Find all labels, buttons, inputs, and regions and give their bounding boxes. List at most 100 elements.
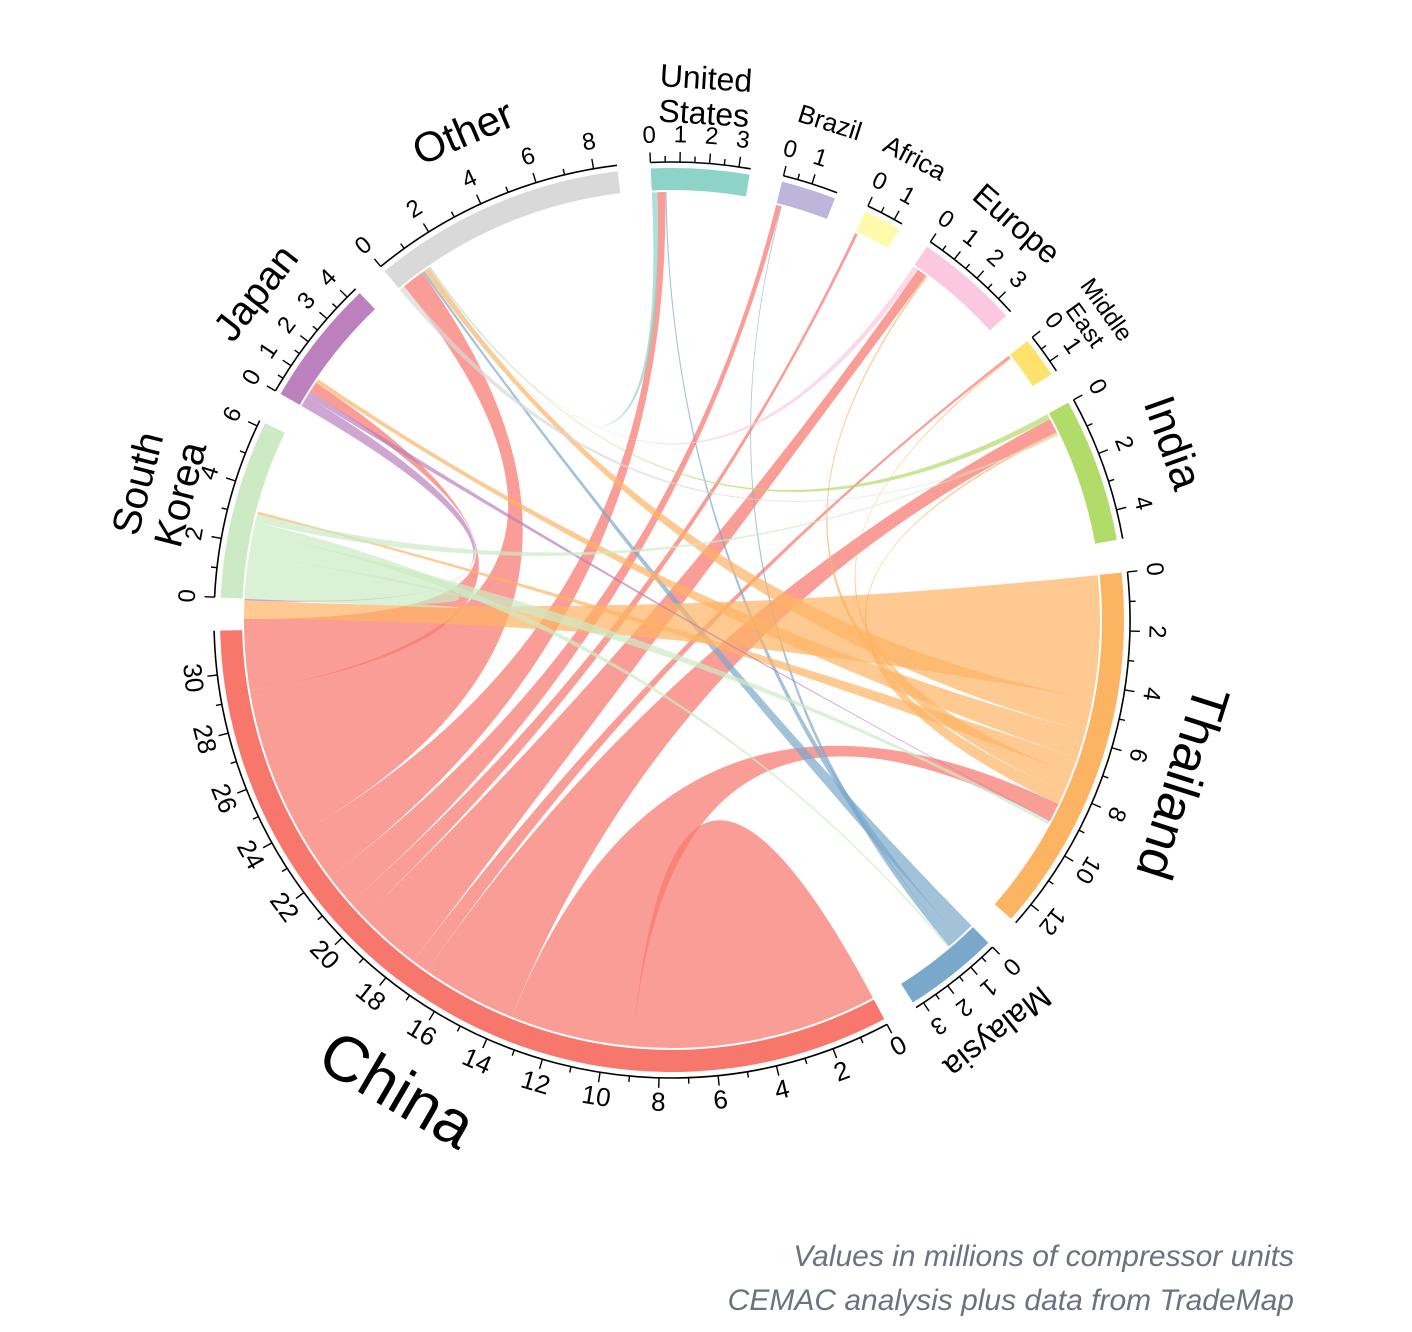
ribbon-china-to-thailand [511, 745, 1059, 1047]
minor-tick-japan [312, 325, 318, 331]
major-tick-brazil [811, 174, 816, 185]
minor-tick-malaysia [935, 994, 940, 1000]
major-tick-south-korea [225, 477, 236, 482]
tick-label-thailand: 8 [1102, 803, 1132, 826]
ribbon-thailand-to-other [424, 268, 1093, 732]
tick-baseline-south-korea [213, 420, 261, 598]
tick-label-china: 0 [885, 1029, 912, 1062]
tick-label-china: 10 [580, 1079, 613, 1113]
minor-tick-china [405, 994, 411, 1001]
tick-label-china: 8 [651, 1086, 666, 1116]
ribbon-thailand-to-india [864, 432, 1065, 804]
tick-baseline-brazil [783, 175, 838, 194]
tick-label-united-states: 2 [704, 122, 720, 150]
minor-tick-china [281, 867, 288, 873]
tick-baseline-thailand [1015, 571, 1131, 924]
major-tick-china [775, 1065, 780, 1076]
tick-baseline-other [380, 164, 618, 268]
major-tick-africa [893, 210, 900, 220]
ribbon-china-to-united-states [300, 192, 666, 877]
minor-tick-other [450, 211, 455, 218]
major-tick-europe [976, 270, 985, 279]
tick-label-africa: 0 [868, 166, 892, 196]
tick-label-japan: 4 [314, 264, 343, 293]
tick-label-china: 24 [231, 835, 271, 875]
minor-tick-thailand [1128, 659, 1135, 662]
tick-label-other: 4 [458, 164, 481, 194]
tick-label-south-korea: 0 [174, 588, 202, 603]
arc-other [384, 171, 621, 289]
minor-tick-europe [987, 283, 993, 289]
major-tick-china [236, 788, 247, 794]
major-tick-china [207, 674, 218, 677]
ribbon-layer [243, 192, 1100, 1048]
tick-label-united-states: 1 [674, 121, 688, 148]
region-label-south-korea: SouthKorea [104, 426, 216, 552]
major-tick-thailand [1111, 747, 1122, 752]
major-tick-other [373, 258, 382, 267]
major-tick-south-korea [211, 535, 222, 540]
minor-tick-thailand [1078, 829, 1085, 834]
ribbon-malaysia-to-other [422, 270, 972, 938]
tick-label-china: 28 [187, 721, 223, 756]
ribbon-thailand-to-japan [315, 379, 1086, 758]
region-label-india: India [1134, 390, 1212, 497]
ribbon-south-korea-to-china [244, 554, 460, 608]
arc-europe [914, 246, 1007, 331]
tick-label-brazil: 0 [780, 135, 800, 164]
arc-africa [855, 211, 899, 249]
minor-tick-china [252, 815, 259, 820]
major-tick-brazil [782, 165, 787, 176]
minor-tick-china [358, 957, 364, 964]
tick-label-other: 8 [580, 128, 598, 157]
tick-label-china: 16 [402, 1012, 442, 1053]
tick-baseline-united-states [650, 161, 751, 170]
tick-label-malaysia: 0 [997, 952, 1025, 981]
minor-tick-united-states [723, 158, 726, 166]
tick-label-china: 2 [829, 1054, 853, 1087]
tick-label-europe: 2 [981, 244, 1009, 273]
major-tick-india [1116, 506, 1127, 511]
minor-tick-thailand [1102, 775, 1109, 779]
ribbon-europe-to-other [429, 266, 918, 445]
major-tick-japan [266, 385, 276, 392]
major-tick-china [538, 1059, 544, 1070]
tick-label-thailand: 2 [1143, 625, 1170, 639]
minor-tick-other [562, 168, 566, 175]
major-tick-japan [319, 311, 328, 320]
major-tick-thailand [1127, 570, 1138, 573]
minor-tick-china [215, 703, 222, 707]
minor-tick-europe [941, 245, 947, 251]
tick-label-europe: 0 [933, 205, 959, 235]
tick-label-united-states: 0 [642, 122, 657, 150]
tick-label-malaysia: 1 [975, 973, 1003, 1002]
major-tick-china [295, 892, 305, 900]
major-tick-india [1073, 394, 1083, 401]
minor-tick-malaysia [981, 956, 987, 963]
minor-tick-south-korea [210, 566, 218, 569]
minor-tick-malaysia [958, 976, 964, 982]
major-tick-japan [299, 335, 309, 343]
arc-malaysia [901, 927, 989, 1003]
tick-label-japan: 2 [272, 312, 302, 339]
tick-label-india: 2 [1109, 432, 1139, 454]
tick-label-china: 12 [518, 1064, 554, 1101]
ribbon-malaysia-to-brazil [750, 206, 954, 947]
major-tick-china [597, 1072, 601, 1083]
minor-tick-brazil [797, 173, 801, 180]
tick-label-japan: 3 [292, 287, 321, 315]
region-label-thailand: Thailand [1124, 679, 1240, 887]
major-tick-china [717, 1075, 720, 1086]
arc-china [220, 630, 885, 1072]
arc-united-states [650, 168, 750, 197]
major-tick-india [1098, 449, 1109, 455]
major-tick-other [591, 158, 595, 169]
ribbon-china-to-china [632, 820, 873, 1048]
tick-label-other: 0 [350, 231, 377, 260]
tick-baseline-africa [867, 205, 903, 225]
minor-tick-india [1108, 478, 1115, 482]
major-tick-malaysia [992, 946, 1001, 955]
tick-label-south-korea: 2 [180, 525, 209, 543]
major-tick-thailand [1030, 904, 1040, 912]
